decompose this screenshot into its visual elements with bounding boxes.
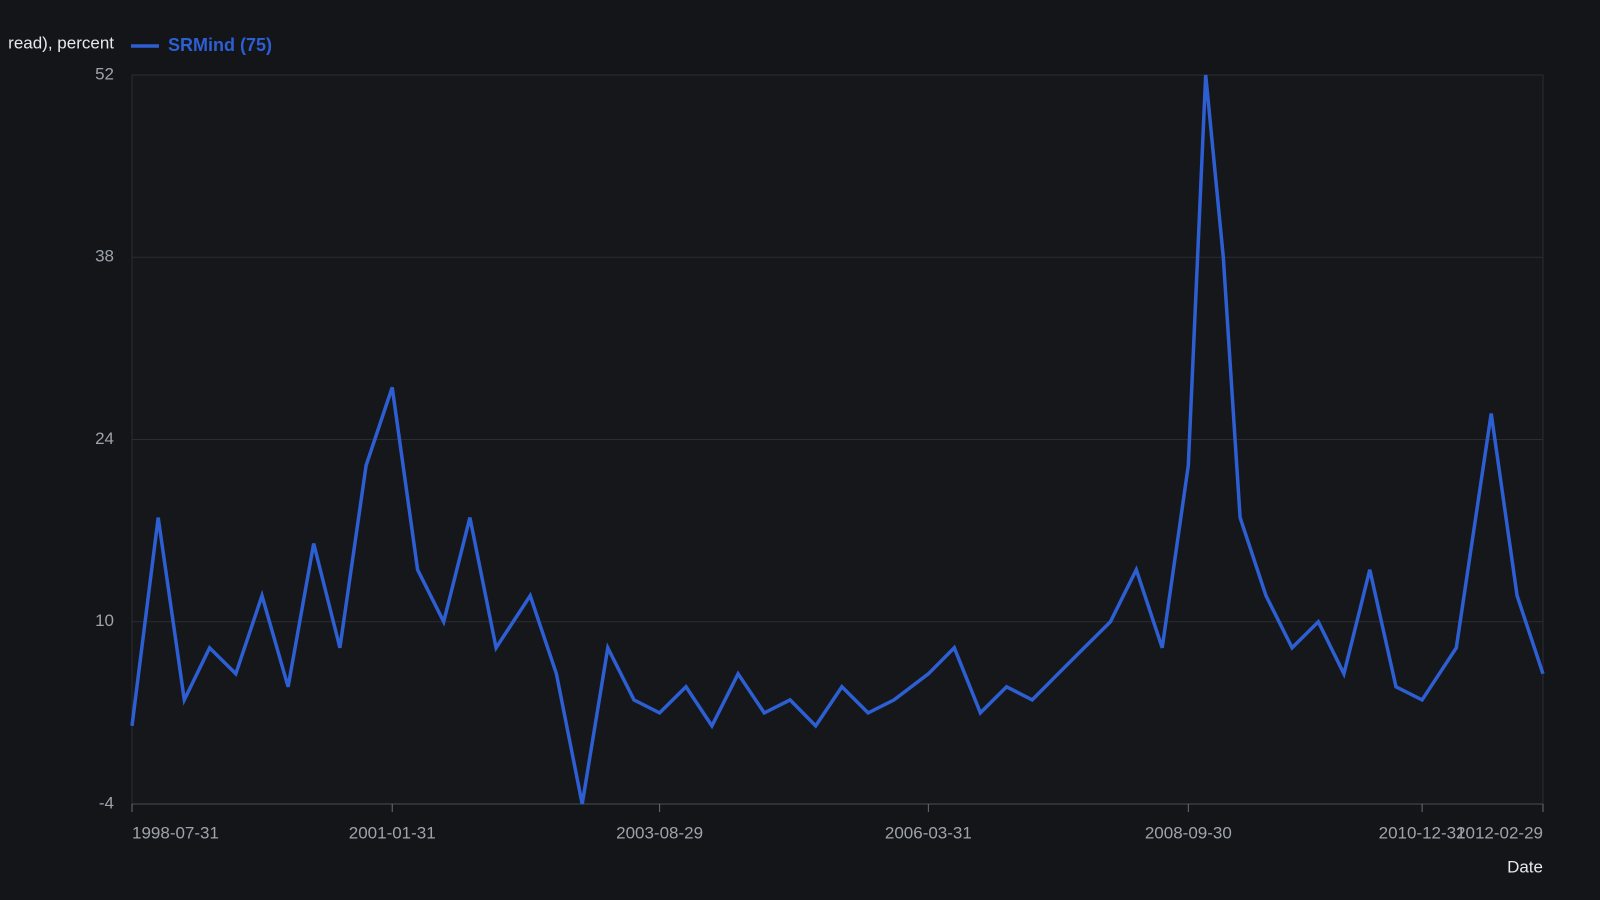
y-axis-label: read), percent <box>8 33 114 52</box>
x-tick-label: 2012-02-29 <box>1456 823 1543 842</box>
x-tick-label: 1998-07-31 <box>132 823 219 842</box>
x-tick-label: 2001-01-31 <box>349 823 436 842</box>
x-tick-label: 2010-12-31 <box>1379 823 1466 842</box>
y-tick-label: 24 <box>95 429 114 448</box>
x-axis-label: Date <box>1507 857 1543 876</box>
x-tick-label: 2003-08-29 <box>616 823 703 842</box>
y-tick-label: -4 <box>99 793 114 812</box>
data-line <box>130 74 1545 805</box>
x-tick-label: 2008-09-30 <box>1145 823 1232 842</box>
y-tick-label: 38 <box>95 247 114 266</box>
y-tick-label: 10 <box>95 611 114 630</box>
legend-label: SRMind (75) <box>168 35 272 55</box>
y-tick-label: 52 <box>95 64 114 83</box>
x-tick-label: 2006-03-31 <box>885 823 972 842</box>
